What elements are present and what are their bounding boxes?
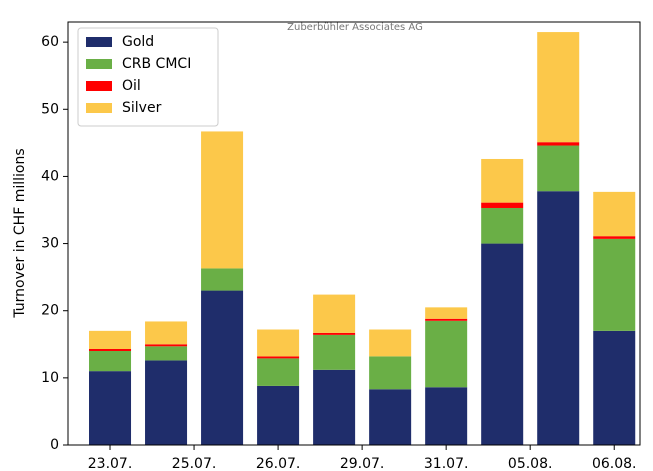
y-tick-label: 40 [41, 168, 59, 184]
bar-segment [89, 371, 132, 445]
annotation: Zuberbühler Associates AG [287, 22, 423, 33]
y-axis-label: Turnover in CHF millions [12, 148, 28, 318]
bar-segment [369, 356, 412, 390]
bar-segment [201, 268, 244, 291]
legend-label: CRB CMCI [122, 56, 191, 72]
x-tick-label: 26.07. [256, 456, 301, 471]
bar-segment [481, 202, 524, 208]
plot-frame [67, 21, 641, 446]
bar-segment [89, 330, 132, 349]
bar-segment [537, 145, 580, 192]
bar-segment [593, 238, 636, 331]
legend-swatch [86, 37, 112, 47]
y-tick-label: 10 [41, 370, 59, 386]
y-tick-label: 30 [41, 236, 59, 252]
bar-segment [313, 294, 356, 333]
bar-segment [313, 332, 356, 335]
bar-segment [89, 348, 132, 351]
bar-segment [201, 290, 244, 445]
x-tick-label: 23.07. [88, 456, 133, 471]
x-tick-label: 29.07. [340, 456, 385, 471]
y-tick-label: 20 [41, 303, 59, 319]
bar-segment [537, 191, 580, 445]
bar-segment [481, 207, 524, 244]
bar-segment [145, 360, 188, 445]
bar-segment [593, 330, 636, 445]
legend-label: Oil [122, 78, 141, 94]
bar-segment [257, 385, 300, 445]
y-tick-label: 0 [50, 437, 59, 453]
legend-label: Silver [122, 100, 162, 116]
bar-segment [593, 236, 636, 239]
bar-segment [425, 320, 468, 388]
bar-segment [481, 158, 524, 203]
x-tick-label: 25.07. [172, 456, 217, 471]
bar-segment [201, 131, 244, 269]
bar-segment [593, 191, 636, 237]
legend-swatch [86, 59, 112, 69]
bar-segment [425, 307, 468, 319]
bar-segment [257, 356, 300, 359]
bar-segment [425, 318, 468, 321]
x-tick-label: 06.08. [592, 456, 637, 471]
bar-segment [145, 344, 188, 347]
bar-segment [369, 389, 412, 445]
x-tick-label: 31.07. [424, 456, 469, 471]
bar-segment [89, 351, 132, 372]
bar-segment [257, 329, 300, 357]
bar-segment [145, 346, 188, 361]
legend-box [77, 27, 219, 127]
legend-swatch [86, 81, 112, 91]
bar-segment [257, 358, 300, 386]
bar-segment [145, 321, 188, 345]
x-tick-label: 05.08. [508, 456, 553, 471]
bar-segment [313, 369, 356, 445]
y-tick-label: 50 [41, 101, 59, 117]
legend-swatch [86, 103, 112, 113]
legend-label: Gold [122, 34, 154, 50]
y-tick-label: 60 [41, 34, 59, 50]
bar-segment [425, 387, 468, 445]
bar-segment [481, 243, 524, 445]
bar-segment [537, 32, 580, 143]
bar-segment [369, 329, 412, 357]
bar-segment [537, 142, 580, 146]
bar-segment [313, 334, 356, 370]
